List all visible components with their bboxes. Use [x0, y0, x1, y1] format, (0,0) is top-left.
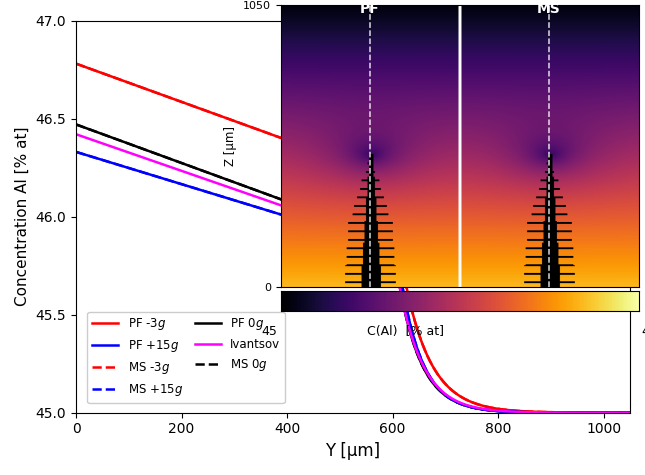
PF +15$g$: [308, 221, 316, 227]
MS 0$g$: [308, 208, 316, 214]
PF -3$g$: [72, 61, 80, 67]
PF 0$g$: [135, 145, 143, 151]
Ivantsov: [72, 132, 80, 137]
Text: 45: 45: [261, 325, 277, 338]
MS 0$g$: [135, 145, 143, 151]
MS -3$g$: [135, 84, 143, 89]
Ivantsov: [135, 153, 143, 159]
Ivantsov: [168, 165, 176, 171]
MS +15$g$: [555, 410, 563, 416]
MS +15$g$: [135, 168, 143, 174]
MS -3$g$: [72, 61, 80, 67]
Text: C(Al)  [% at]: C(Al) [% at]: [368, 325, 444, 338]
Y-axis label: Z [μm]: Z [μm]: [224, 126, 237, 166]
X-axis label: Y [μm]: Y [μm]: [326, 442, 381, 460]
PF -3$g$: [615, 410, 623, 416]
PF +15$g$: [72, 149, 80, 155]
MS -3$g$: [615, 410, 623, 416]
PF 0$g$: [626, 410, 634, 416]
MS +15$g$: [626, 410, 634, 416]
Line: MS 0$g$: MS 0$g$: [76, 124, 630, 413]
MS 0$g$: [284, 199, 292, 205]
MS 0$g$: [615, 410, 623, 416]
Y-axis label: Concentration Al [% at]: Concentration Al [% at]: [15, 127, 30, 306]
PF +15$g$: [626, 410, 634, 416]
Ivantsov: [615, 410, 623, 416]
MS 0$g$: [555, 410, 563, 416]
PF -3$g$: [626, 410, 634, 416]
MS -3$g$: [555, 409, 563, 415]
Ivantsov: [308, 213, 316, 219]
PF 0$g$: [308, 208, 316, 214]
PF 0$g$: [168, 157, 176, 162]
PF 0$g$: [72, 122, 80, 127]
Line: PF +15$g$: PF +15$g$: [76, 152, 630, 413]
PF -3$g$: [135, 84, 143, 89]
MS +15$g$: [168, 179, 176, 184]
Text: MS: MS: [537, 1, 561, 16]
Text: 46.4: 46.4: [642, 325, 645, 338]
PF +15$g$: [168, 179, 176, 184]
MS -3$g$: [626, 410, 634, 416]
PF +15$g$: [284, 214, 292, 219]
MS +15$g$: [72, 149, 80, 155]
Text: PF: PF: [360, 1, 380, 16]
MS 0$g$: [626, 410, 634, 416]
PF -3$g$: [555, 409, 563, 415]
MS +15$g$: [284, 214, 292, 219]
PF 0$g$: [555, 410, 563, 416]
Ivantsov: [284, 205, 292, 211]
MS 0$g$: [72, 122, 80, 127]
Ivantsov: [626, 410, 634, 416]
PF -3$g$: [284, 138, 292, 143]
MS -3$g$: [284, 138, 292, 143]
Line: Ivantsov: Ivantsov: [76, 134, 630, 413]
Line: PF 0$g$: PF 0$g$: [76, 124, 630, 413]
MS -3$g$: [168, 95, 176, 101]
PF -3$g$: [168, 95, 176, 101]
Line: MS +15$g$: MS +15$g$: [76, 152, 630, 413]
Ivantsov: [555, 410, 563, 416]
PF 0$g$: [615, 410, 623, 416]
MS +15$g$: [308, 221, 316, 227]
PF -3$g$: [308, 146, 316, 152]
Line: PF -3$g$: PF -3$g$: [76, 64, 630, 413]
PF +15$g$: [555, 410, 563, 416]
MS +15$g$: [615, 410, 623, 416]
Legend: PF -3$g$, PF +15$g$, MS -3$g$, MS +15$g$, PF 0$g$, Ivantsov, MS 0$g$: PF -3$g$, PF +15$g$, MS -3$g$, MS +15$g$…: [88, 312, 285, 403]
PF 0$g$: [284, 199, 292, 205]
MS 0$g$: [168, 157, 176, 162]
PF +15$g$: [615, 410, 623, 416]
MS -3$g$: [308, 146, 316, 152]
Line: MS -3$g$: MS -3$g$: [76, 64, 630, 413]
PF +15$g$: [135, 168, 143, 174]
